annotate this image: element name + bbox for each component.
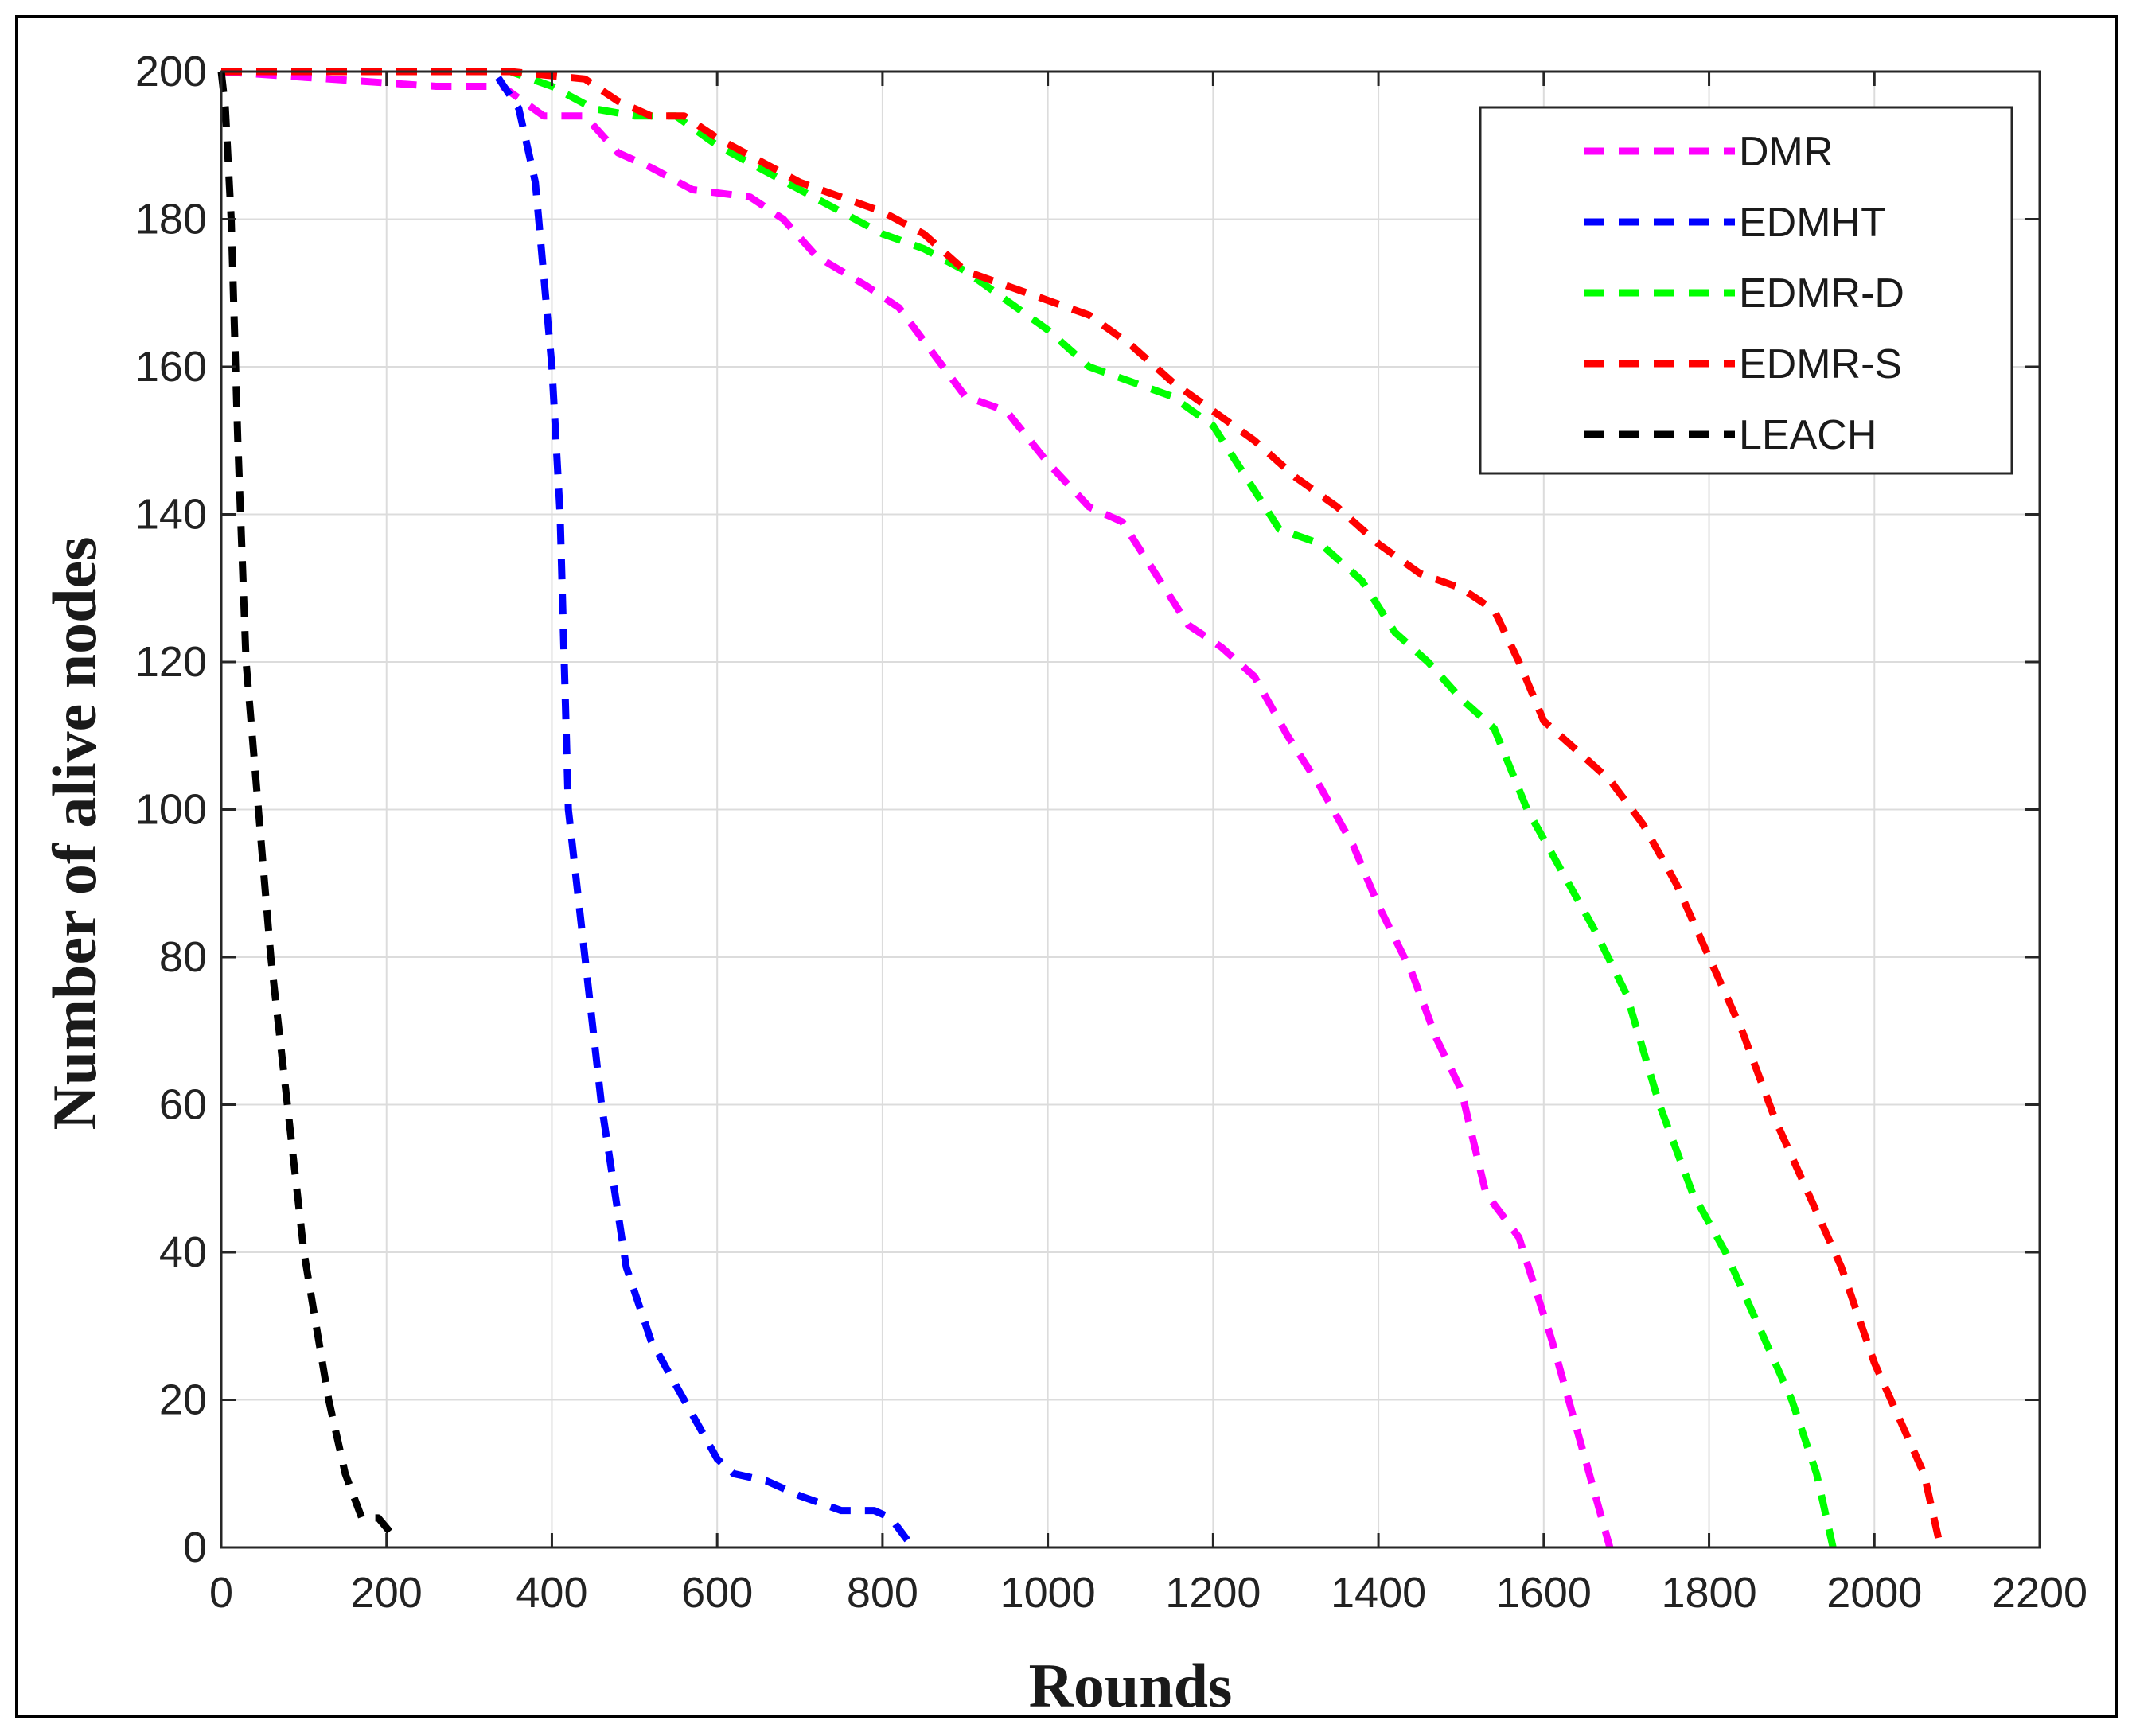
- x-tick-label: 1400: [1331, 1569, 1426, 1617]
- y-tick-label: 100: [135, 786, 207, 834]
- x-tick-label: 2200: [1992, 1569, 2087, 1617]
- series-line-edmht: [221, 68, 910, 1543]
- series-line-dmr: [220, 68, 1614, 1549]
- legend-label-edmht: EDMHT: [1739, 200, 1886, 246]
- y-tick-label: 160: [135, 343, 207, 391]
- legend-box: [1479, 106, 2013, 475]
- figure-frame: [15, 15, 2118, 1718]
- y-tick-label: 80: [159, 933, 207, 981]
- x-tick-label: 400: [516, 1569, 587, 1617]
- y-tick-label: 40: [159, 1228, 207, 1276]
- x-tick-label: 1200: [1165, 1569, 1261, 1617]
- y-tick-label: 200: [135, 48, 207, 95]
- x-tick-label: 1800: [1661, 1569, 1756, 1617]
- series-line-edmr-d: [221, 68, 1837, 1548]
- series-line-edmr-s: [221, 68, 1944, 1548]
- x-tick-label: 200: [351, 1569, 423, 1617]
- x-tick-label: 600: [681, 1569, 753, 1617]
- y-tick-label: 120: [135, 638, 207, 686]
- legend: DMR EDMHT EDMR-D EDMR-S LEACH: [1479, 106, 2013, 475]
- y-tick-label: 20: [159, 1376, 207, 1424]
- legend-label-edmr-s: EDMR-S: [1739, 341, 1902, 387]
- legend-label-dmr: DMR: [1739, 129, 1833, 175]
- axis-ticks: 0 200 400 600 800 1000 1200 1400 1600 1800 2000 220…: [135, 48, 2087, 1617]
- x-axis-title: Rounds: [1029, 1651, 1233, 1720]
- x-tick-label: 2000: [1826, 1569, 1922, 1617]
- x-tick-label: 800: [847, 1569, 918, 1617]
- series-lines: [217, 68, 1944, 1549]
- y-axis-title: Number of alive nodes: [40, 536, 109, 1130]
- x-tick-label: 0: [209, 1569, 233, 1617]
- series-line-leach: [217, 71, 399, 1542]
- x-tick-label: 1600: [1496, 1569, 1592, 1617]
- y-tick-label: 60: [159, 1081, 207, 1129]
- legend-label-leach: LEACH: [1739, 412, 1877, 458]
- x-tick-label: 1000: [1000, 1569, 1096, 1617]
- y-tick-label: 180: [135, 196, 207, 243]
- y-tick-label: 140: [135, 491, 207, 539]
- legend-label-edmr-d: EDMR-D: [1739, 271, 1904, 317]
- y-tick-label: 0: [183, 1524, 207, 1571]
